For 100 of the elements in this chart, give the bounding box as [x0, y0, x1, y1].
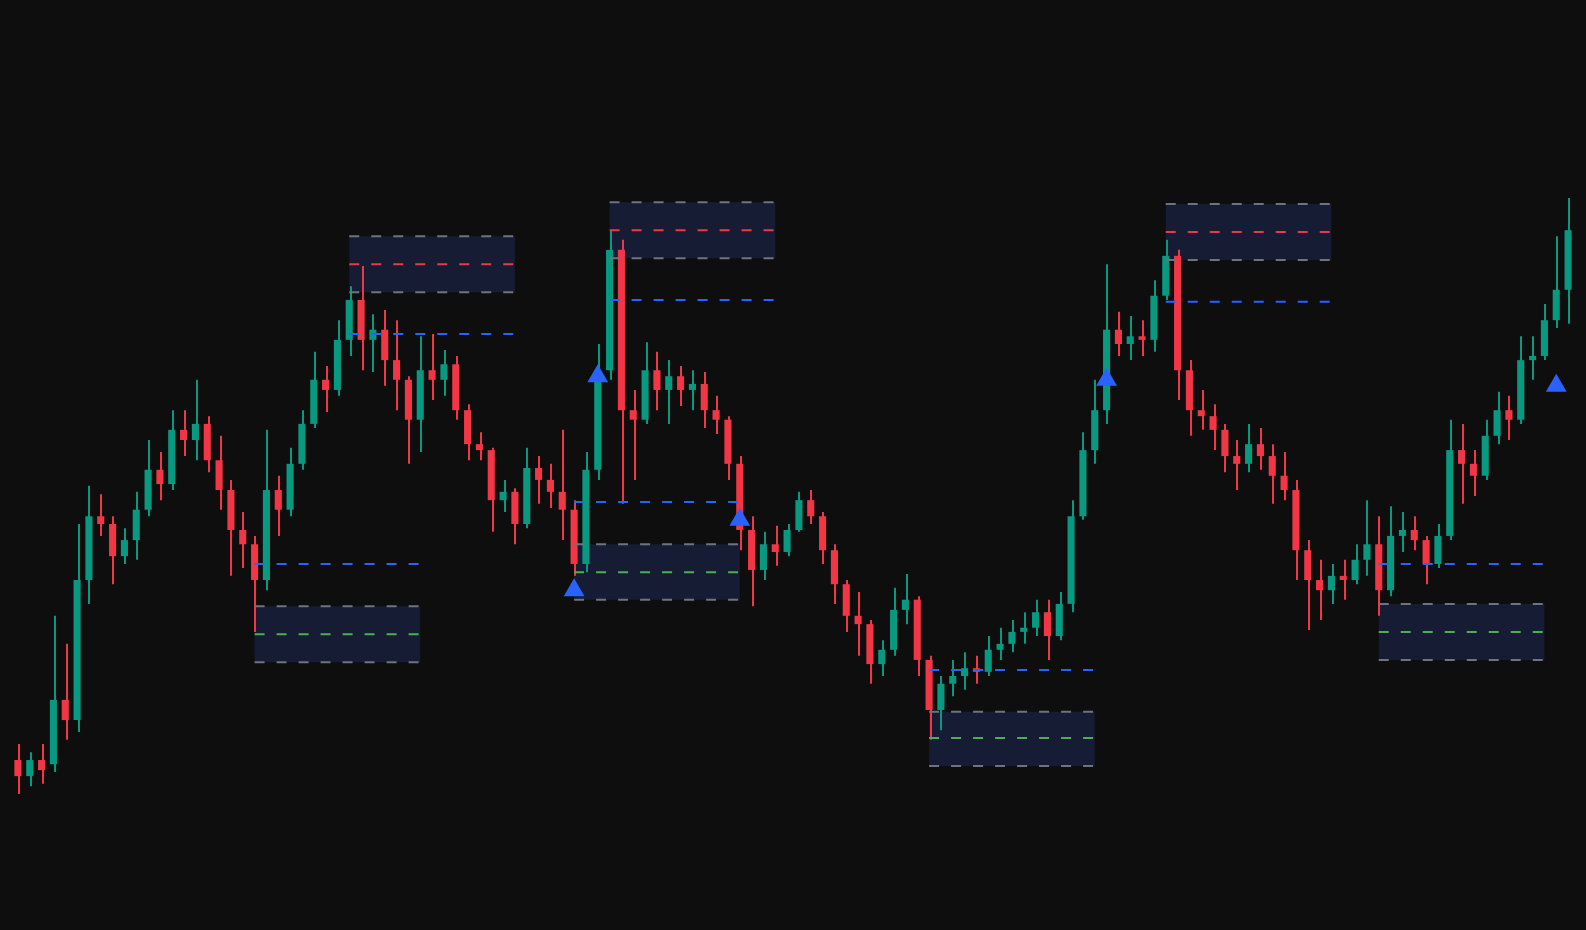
candlestick	[1280, 450, 1288, 502]
candlestick	[535, 455, 543, 505]
candlestick	[795, 490, 803, 533]
candlestick	[677, 365, 685, 407]
candlestick	[1434, 523, 1442, 570]
candlestick	[1114, 310, 1122, 357]
candlestick	[38, 742, 46, 785]
candlestick	[215, 434, 223, 511]
candlestick	[546, 462, 554, 509]
candlestick	[274, 474, 282, 537]
point	[587, 364, 609, 383]
candlestick	[310, 350, 318, 430]
candlestick	[1185, 359, 1193, 437]
candlestick	[180, 409, 188, 458]
candlestick	[771, 524, 779, 567]
candlestick	[239, 511, 247, 570]
point	[1096, 367, 1117, 386]
candlestick	[1233, 438, 1241, 492]
candlestick	[1481, 418, 1489, 481]
candlestick	[97, 493, 105, 537]
candlestick	[1505, 394, 1513, 441]
candlestick	[866, 618, 874, 685]
candlestick	[1469, 449, 1477, 497]
point	[729, 507, 751, 526]
candlestick	[653, 350, 661, 412]
candlestick	[1375, 515, 1383, 617]
candlestick	[712, 394, 720, 436]
candlestick	[1032, 598, 1040, 638]
candlestick	[14, 742, 22, 795]
candlestick	[1091, 378, 1099, 465]
candlestick	[499, 478, 507, 514]
candlestick	[475, 431, 483, 462]
candlestick	[120, 527, 128, 565]
candlestick	[452, 354, 460, 421]
candlestick	[511, 487, 519, 546]
candlestick	[156, 450, 164, 502]
candlestick	[357, 264, 365, 372]
candlestick	[1304, 539, 1312, 632]
candlestick	[1162, 238, 1170, 301]
candlestick	[901, 573, 909, 626]
point	[1545, 373, 1567, 392]
candlestick	[428, 332, 436, 402]
candlestick	[854, 590, 862, 657]
candlestick	[819, 511, 827, 565]
candlestick	[700, 371, 708, 430]
candlestick	[1363, 499, 1371, 577]
candlestick	[227, 478, 235, 577]
candlestick	[251, 534, 259, 633]
candlestick	[1339, 558, 1347, 601]
point	[563, 578, 585, 597]
candlestick	[298, 409, 306, 471]
candlestick	[1529, 335, 1537, 381]
candlestick	[286, 446, 294, 518]
candlestick	[1209, 403, 1217, 452]
candlestick	[144, 438, 152, 518]
candlestick	[61, 642, 69, 741]
candlestick	[748, 515, 756, 608]
candlestick	[724, 415, 732, 481]
candlestick	[1043, 598, 1051, 661]
candlestick	[404, 375, 412, 465]
candlestick	[1150, 279, 1158, 353]
candlestick	[759, 530, 767, 582]
candlestick	[830, 543, 838, 605]
candlestick	[1410, 515, 1418, 552]
candlestick	[961, 651, 969, 691]
candlestick	[440, 348, 448, 397]
candlestick	[203, 415, 211, 474]
candlestick	[1268, 443, 1276, 505]
candlestick	[1540, 303, 1548, 362]
candlestick	[1126, 315, 1134, 362]
candlestick	[1552, 235, 1560, 329]
candlestick	[937, 674, 945, 732]
candlestick	[1458, 422, 1466, 505]
candlestick	[1008, 618, 1016, 654]
candlestick	[1055, 590, 1063, 642]
candlestick	[807, 489, 815, 526]
candlestick	[345, 285, 353, 357]
candlestick	[1422, 534, 1430, 586]
candlestick	[1398, 511, 1406, 554]
candlestick	[464, 403, 472, 462]
candlestick	[1316, 558, 1324, 621]
candlestick	[890, 586, 898, 657]
candlestick	[688, 369, 696, 412]
candlestick	[949, 658, 957, 698]
candlestick	[322, 365, 330, 413]
candlestick	[1138, 319, 1146, 357]
candlestick	[1493, 390, 1501, 446]
candlestick	[984, 635, 992, 677]
candlestick	[878, 639, 886, 677]
candlestick	[558, 428, 566, 542]
candlestick	[996, 626, 1004, 661]
candlestick	[381, 309, 389, 387]
candlestick	[26, 751, 34, 788]
candlestick	[393, 319, 401, 412]
candlestick	[842, 579, 850, 633]
candlestick	[783, 523, 791, 558]
candlestick	[1256, 427, 1264, 471]
candlestick	[132, 490, 140, 561]
candlestick	[1351, 543, 1359, 586]
candlestick	[1327, 562, 1335, 605]
